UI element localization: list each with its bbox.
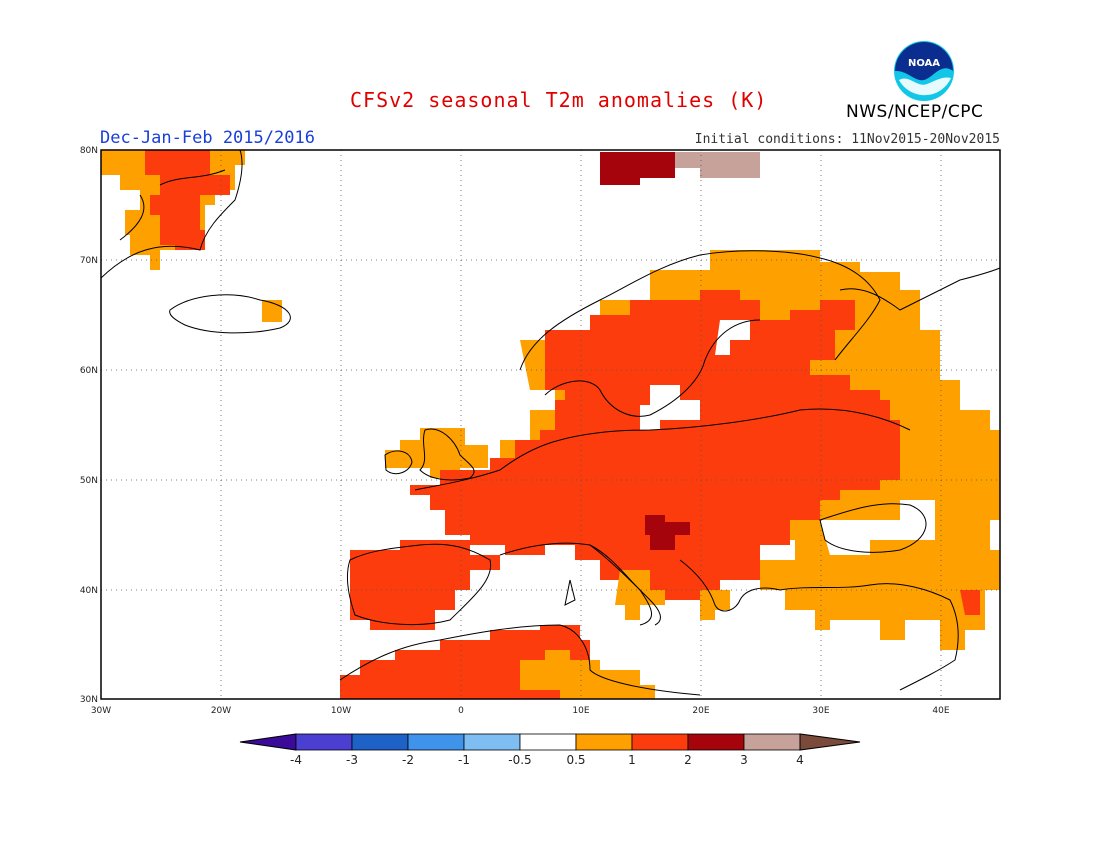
lat-label: 30N	[80, 695, 98, 705]
lon-labels: 30W 20W 10W 0 10E 20E 30E 40E	[91, 706, 950, 716]
colorbar-swatch	[743, 733, 801, 751]
colorbar-swatch	[519, 733, 577, 751]
chart-title: CFSv2 seasonal T2m anomalies (K)	[350, 88, 768, 112]
anomaly-hole-bothnia	[715, 320, 750, 355]
lon-label: 30W	[91, 706, 111, 716]
lon-label: 10E	[572, 706, 589, 716]
anomaly-hole-black-sea	[820, 500, 935, 555]
colorbar-swatch	[351, 733, 409, 751]
anomaly-region-balkan-darkred	[645, 515, 690, 550]
colorbar-swatch	[687, 733, 745, 751]
colorbar-arrow-low	[239, 733, 297, 751]
initial-conditions-label: Initial conditions: 11Nov2015-20Nov2015	[694, 132, 1000, 147]
lon-label: 40E	[932, 706, 949, 716]
lon-label: 20W	[211, 706, 231, 716]
lon-label: 30E	[812, 706, 829, 716]
lat-label: 80N	[80, 146, 98, 156]
anomaly-region-iceland	[262, 300, 282, 322]
lon-label: 20E	[692, 706, 709, 716]
colorbar: -4 -3 -2 -1 -0.5 0.5 1 2 3 4	[239, 733, 861, 767]
anomaly-region-italy-orange	[615, 570, 665, 620]
anomaly-region-iberia-red	[350, 540, 500, 630]
anomaly-region-north-africa-orange	[520, 650, 620, 699]
lat-label: 70N	[80, 256, 98, 266]
colorbar-label: 2	[684, 753, 692, 767]
lat-label: 60N	[80, 366, 98, 376]
colorbar-swatch	[295, 733, 353, 751]
season-label: Dec-Jan-Feb 2015/2016	[100, 128, 315, 148]
colorbar-label: 1	[628, 753, 636, 767]
colorbar-swatch	[463, 733, 521, 751]
colorbar-arrow-high	[799, 733, 861, 751]
coastlines	[100, 149, 1001, 696]
colorbar-label: -1	[458, 753, 470, 767]
anomaly-region-svalbard-2	[675, 152, 760, 178]
anomaly-region-europe-red	[410, 290, 900, 600]
colorbar-label: -3	[346, 753, 358, 767]
map-frame	[100, 149, 1001, 700]
colorbar-swatch	[575, 733, 633, 751]
anomaly-fill-layer	[101, 150, 1000, 699]
colorbar-label: -4	[290, 753, 302, 767]
anomaly-hole-baltic	[640, 385, 700, 430]
colorbar-swatch	[407, 733, 465, 751]
anomaly-region-caucasus-red	[960, 590, 980, 615]
lat-label: 40N	[80, 586, 98, 596]
colorbar-label: 0.5	[566, 753, 585, 767]
lat-label: 50N	[80, 476, 98, 486]
colorbar-label: 3	[740, 753, 748, 767]
colorbar-label: -0.5	[508, 753, 531, 767]
colorbar-label: 4	[796, 753, 804, 767]
colorbar-swatch	[631, 733, 689, 751]
anomaly-region-svalbard-1	[600, 152, 675, 185]
lon-label: 0	[458, 706, 464, 716]
colorbar-label: -2	[402, 753, 414, 767]
logo-text: NOAA	[908, 58, 940, 69]
organization-label: NWS/NCEP/CPC	[846, 102, 984, 122]
lon-label: 10W	[331, 706, 351, 716]
lat-labels: 30N 40N 50N 60N 70N 80N	[80, 146, 98, 705]
noaa-logo-icon: NOAA	[894, 41, 954, 101]
